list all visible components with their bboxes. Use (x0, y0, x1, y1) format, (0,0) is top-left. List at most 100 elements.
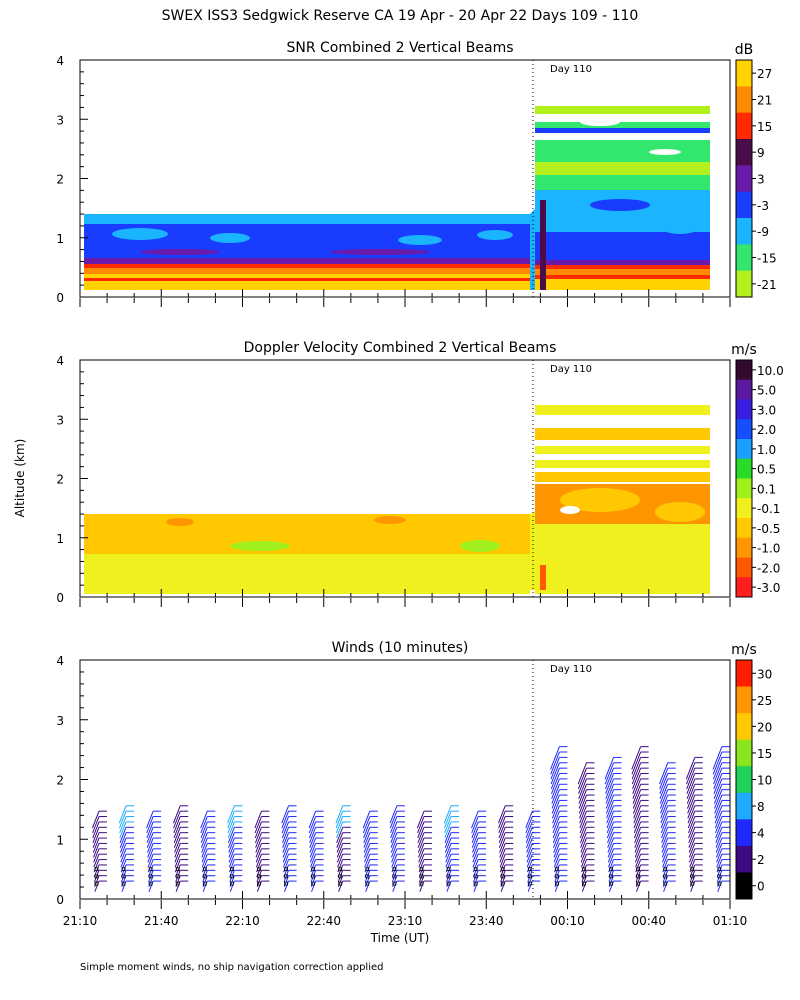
wind-barb (688, 832, 696, 848)
wind-barb (363, 827, 371, 843)
doppler-xticks (79, 589, 731, 607)
wind-barb (93, 854, 100, 868)
calm-marker (365, 881, 370, 886)
snr-blob (477, 230, 513, 240)
calm-marker (229, 874, 234, 879)
calm-marker (446, 881, 451, 886)
wind-barb (553, 843, 560, 858)
x-tick-label: 00:10 (550, 914, 585, 928)
wind-barb (172, 805, 181, 824)
y-tick-label: 4 (56, 654, 64, 668)
snr-day-label: Day 110 (550, 64, 592, 75)
snr-blob (580, 118, 620, 126)
wind-barb (661, 837, 669, 853)
wind-barb (309, 848, 317, 863)
wind-barb (579, 810, 587, 829)
winds-xticks (79, 891, 731, 909)
wind-barb (552, 827, 560, 843)
y-tick-label: 4 (56, 354, 64, 368)
wind-profile (577, 762, 595, 892)
wind-barb (118, 810, 127, 829)
colorbar-swatch (736, 537, 752, 558)
wind-barb (390, 821, 398, 839)
colorbar-swatch (736, 139, 752, 166)
winds-barbs (91, 746, 730, 892)
wind-barb (417, 816, 425, 834)
snr-blob (590, 199, 650, 211)
wind-barb (146, 821, 154, 839)
wind-barb (173, 816, 181, 834)
wind-barb (580, 854, 587, 868)
wind-barb (605, 794, 615, 814)
winds-axes (79, 659, 731, 900)
wind-barb (553, 848, 560, 863)
calm-marker (94, 881, 99, 886)
wind-barb (580, 843, 587, 858)
wind-barb (688, 821, 696, 839)
calm-marker (717, 874, 722, 879)
wind-barb (687, 816, 696, 834)
wind-barb (146, 832, 154, 848)
calm-marker (636, 874, 641, 879)
colorbar-swatch (736, 872, 752, 900)
calm-marker (148, 881, 153, 886)
wind-barb (659, 784, 669, 804)
wind-barb (686, 762, 696, 785)
wind-barb (254, 816, 262, 834)
wind-barb (443, 805, 452, 824)
y-axis-label: Altitude (km) (13, 439, 27, 518)
wind-barb (686, 784, 696, 804)
wind-barb (200, 816, 208, 834)
wind-barb (282, 827, 290, 843)
wind-barb (390, 832, 398, 848)
wind-barb (686, 767, 696, 790)
wind-barb (364, 848, 371, 863)
calm-marker (338, 867, 343, 872)
calm-marker (527, 867, 532, 872)
wind-barb (228, 843, 235, 858)
wind-barb (173, 810, 181, 829)
wind-barb (308, 810, 317, 829)
wind-barb (363, 843, 371, 858)
wind-barb (363, 832, 371, 848)
wind-barb (200, 810, 208, 829)
footnote: Simple moment winds, no ship navigation … (80, 962, 384, 973)
wind-barb (552, 805, 560, 824)
wind-barb (579, 805, 587, 824)
dop-spike (540, 565, 546, 590)
wind-barb (553, 832, 560, 848)
wind-barb (146, 827, 154, 843)
colorbar-swatch (736, 766, 752, 794)
calm-marker (663, 881, 668, 886)
x-tick-label: 00:40 (631, 914, 666, 928)
colorbar-swatch (736, 244, 752, 272)
calm-marker (690, 881, 695, 886)
wind-barb (686, 789, 696, 809)
doppler-title: Doppler Velocity Combined 2 Vertical Bea… (244, 340, 557, 356)
colorbar-label: -1.0 (757, 542, 780, 556)
winds-yticks: 0 1 2 3 4 (56, 654, 88, 907)
figure-title: SWEX ISS3 Sedgwick Reserve CA 19 Apr - 2… (162, 8, 639, 24)
colorbar-swatch (736, 112, 752, 140)
doppler-panel: Doppler Velocity Combined 2 Vertical Bea… (13, 340, 784, 607)
colorbar-label: 1.0 (757, 443, 776, 457)
wind-barb (444, 832, 452, 848)
wind-barb (337, 854, 344, 868)
wind-barb (228, 848, 235, 863)
wind-barb (714, 805, 723, 824)
wind-barb (712, 746, 723, 770)
calm-marker (690, 867, 695, 872)
wind-barb (418, 843, 425, 858)
colorbar-swatch (736, 379, 752, 400)
wind-barb (119, 832, 127, 848)
calm-marker (365, 874, 370, 879)
wind-barb (552, 810, 560, 829)
wind-barb (686, 778, 696, 799)
wind-barb (608, 870, 615, 883)
wind-barb (551, 800, 560, 819)
y-tick-label: 0 (56, 291, 64, 305)
snr-blob (210, 233, 250, 243)
calm-marker (392, 881, 397, 886)
